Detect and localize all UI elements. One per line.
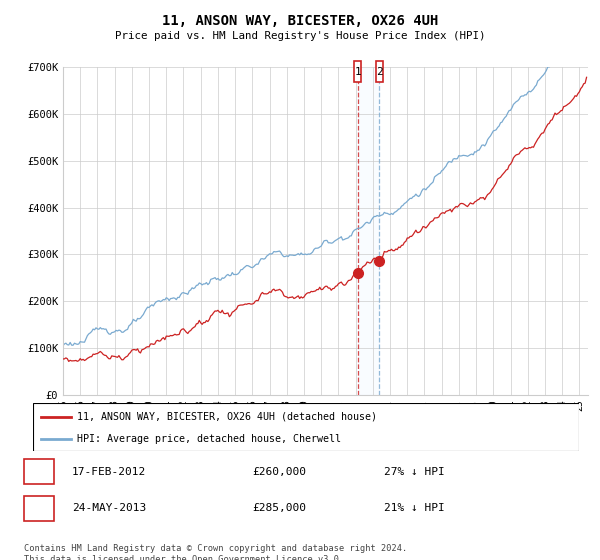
Text: Price paid vs. HM Land Registry's House Price Index (HPI): Price paid vs. HM Land Registry's House … (115, 31, 485, 41)
Text: 11, ANSON WAY, BICESTER, OX26 4UH (detached house): 11, ANSON WAY, BICESTER, OX26 4UH (detac… (77, 412, 377, 422)
FancyBboxPatch shape (376, 62, 383, 82)
Text: 27% ↓ HPI: 27% ↓ HPI (384, 467, 445, 477)
Text: 1: 1 (355, 67, 361, 77)
Text: £260,000: £260,000 (252, 467, 306, 477)
Text: 2: 2 (35, 502, 43, 515)
Text: 17-FEB-2012: 17-FEB-2012 (72, 467, 146, 477)
Text: 21% ↓ HPI: 21% ↓ HPI (384, 503, 445, 513)
Text: 24-MAY-2013: 24-MAY-2013 (72, 503, 146, 513)
Text: £285,000: £285,000 (252, 503, 306, 513)
Text: 2: 2 (376, 67, 383, 77)
Text: 1: 1 (35, 465, 43, 478)
Text: Contains HM Land Registry data © Crown copyright and database right 2024.
This d: Contains HM Land Registry data © Crown c… (24, 544, 407, 560)
Text: 11, ANSON WAY, BICESTER, OX26 4UH: 11, ANSON WAY, BICESTER, OX26 4UH (162, 14, 438, 28)
Text: HPI: Average price, detached house, Cherwell: HPI: Average price, detached house, Cher… (77, 434, 341, 444)
FancyBboxPatch shape (354, 62, 361, 82)
Bar (358, 67, 379, 395)
